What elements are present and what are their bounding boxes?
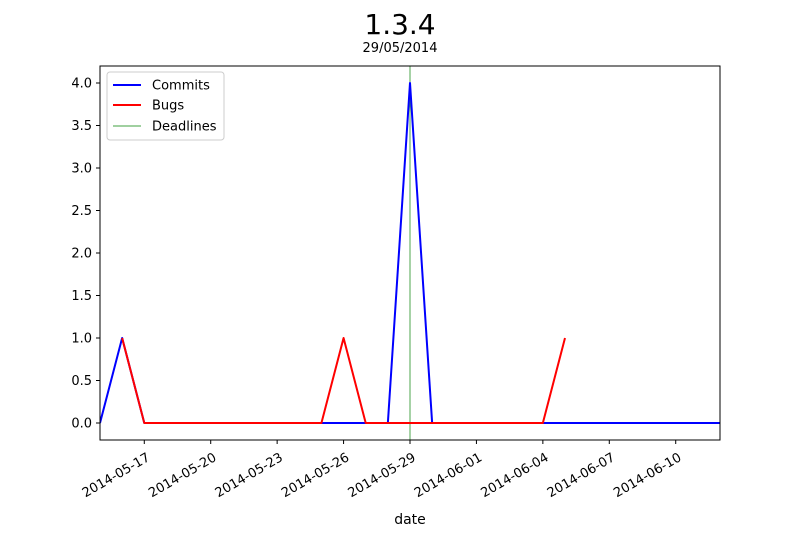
x-tick-label: 2014-05-23 [213, 450, 286, 501]
x-tick-label: 2014-06-10 [611, 450, 684, 501]
series-line-bugs [121, 337, 566, 424]
y-tick-label: 0.5 [71, 374, 92, 389]
y-tick-label: 0.0 [71, 417, 92, 432]
legend-box [106, 71, 225, 141]
x-tick-label: 2014-06-01 [412, 450, 485, 501]
x-axis: 2014-05-172014-05-202014-05-232014-05-26… [80, 440, 684, 501]
x-tick-label: 2014-05-26 [279, 450, 352, 501]
legend-label-bugs: Bugs [152, 99, 184, 114]
y-tick-label: 2.5 [71, 204, 92, 219]
x-axis-label: date [394, 512, 426, 528]
chart-title: 1.3.4 [364, 8, 435, 41]
legend-label-deadlines: Deadlines [152, 120, 217, 135]
x-tick-label: 2014-05-17 [80, 450, 153, 501]
legend-label-commits: Commits [152, 79, 210, 94]
legend: Commits Bugs Deadlines [106, 71, 225, 141]
chart-subtitle: 29/05/2014 [363, 41, 438, 56]
y-tick-label: 2.0 [71, 247, 92, 262]
x-tick-label: 2014-05-20 [146, 450, 219, 501]
y-tick-label: 4.0 [71, 77, 92, 92]
y-tick-label: 3.5 [71, 119, 92, 134]
x-tick-label: 2014-06-07 [545, 450, 618, 501]
y-tick-label: 1.0 [71, 332, 92, 347]
y-tick-label: 3.0 [71, 162, 92, 177]
y-axis: 0.0 0.5 1.0 1.5 2.0 2.5 3.0 3.5 4.0 [71, 77, 100, 432]
x-tick-label: 2014-06-04 [478, 450, 551, 501]
x-tick-label: 2014-05-29 [346, 450, 419, 501]
y-tick-label: 1.5 [71, 289, 92, 304]
